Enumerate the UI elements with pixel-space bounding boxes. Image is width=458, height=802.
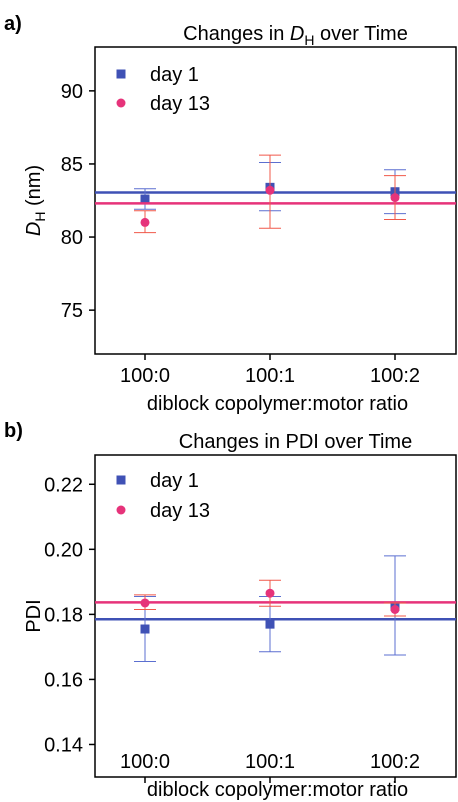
x-tick-label: 100:2 <box>370 751 420 773</box>
legend-marker-circle <box>116 98 126 108</box>
x-tick-label: 100:1 <box>245 751 295 773</box>
data-point-circle <box>140 598 150 608</box>
y-label-subscript: H <box>32 212 48 222</box>
y-tick-label: 0.18 <box>44 604 83 626</box>
chart-title: Changes in DH over Time <box>183 23 408 48</box>
y-tick-label: 80 <box>61 227 83 249</box>
x-axis-label: diblock copolymer:motor ratio <box>147 393 408 415</box>
series-day-1: day 1 <box>95 64 456 215</box>
data-point-circle <box>390 193 400 203</box>
legend-marker-square <box>116 69 126 79</box>
x-tick-label: 100:0 <box>120 751 170 773</box>
x-axis-label: diblock copolymer:motor ratio <box>147 779 408 801</box>
data-point-circle <box>390 604 400 614</box>
plot-frame <box>94 46 457 355</box>
data-point-circle <box>140 217 150 227</box>
series-day-13: day 13 <box>95 500 456 617</box>
legend-label: day 13 <box>150 500 210 522</box>
title-part: over Time <box>314 23 407 45</box>
title-variable: D <box>290 23 304 45</box>
y-label-variable: D <box>23 222 45 236</box>
panel-label: b) <box>4 420 23 442</box>
x-tick-label: 100:1 <box>245 365 295 387</box>
data-point-square <box>140 194 150 204</box>
chart-title: Changes in PDI over Time <box>179 431 412 453</box>
y-axis-label: DH (nm) <box>23 165 48 236</box>
y-tick-label: 85 <box>61 154 83 176</box>
series-day-13: day 13 <box>95 93 456 234</box>
title-subscript: H <box>304 32 314 48</box>
y-tick-label: 0.22 <box>44 474 83 496</box>
y-axis-label: PDI <box>23 599 45 632</box>
data-point-square <box>140 624 150 634</box>
series-day-1: day 1 <box>95 470 456 663</box>
panel-label: a) <box>4 13 22 35</box>
y-label-unit: (nm) <box>23 165 45 212</box>
legend-marker-circle <box>116 505 126 515</box>
y-tick-label: 90 <box>61 81 83 103</box>
panel-b: b) Changes in PDI over Time 0.14 0.16 0.18 0.… <box>4 420 457 801</box>
y-tick-label: 0.20 <box>44 539 83 561</box>
y-tick-label: 0.16 <box>44 669 83 691</box>
legend-label: day 13 <box>150 93 210 115</box>
plot-frame <box>94 454 457 778</box>
title-part: Changes in <box>183 23 290 45</box>
x-tick-label: 100:0 <box>120 365 170 387</box>
data-point-square <box>265 619 275 629</box>
legend-label: day 1 <box>150 64 199 86</box>
data-point-circle <box>265 588 275 598</box>
y-tick-label: 75 <box>61 300 83 322</box>
data-point-circle <box>265 185 275 195</box>
legend-marker-square <box>116 475 126 485</box>
x-tick-label: 100:2 <box>370 365 420 387</box>
y-tick-label: 0.14 <box>44 734 83 756</box>
legend-label: day 1 <box>150 470 199 492</box>
